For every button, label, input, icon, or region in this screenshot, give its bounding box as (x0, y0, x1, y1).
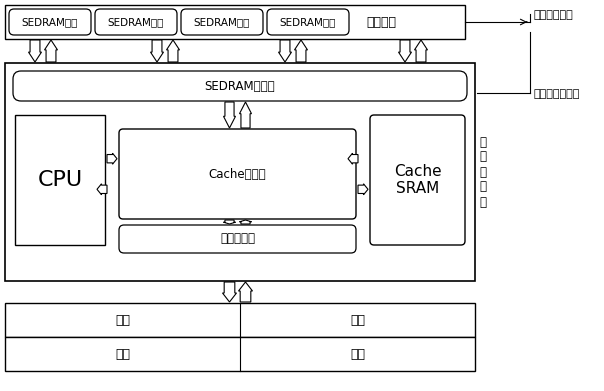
Text: 内存控制器: 内存控制器 (220, 233, 255, 246)
Text: 内存: 内存 (350, 314, 365, 326)
Text: 处理器晶圆结构: 处理器晶圆结构 (534, 89, 580, 99)
Polygon shape (358, 184, 368, 195)
FancyBboxPatch shape (9, 9, 91, 35)
Text: SEDRAM单元: SEDRAM单元 (22, 17, 78, 27)
Text: 内存: 内存 (350, 348, 365, 361)
Text: 存储晶圆: 存储晶圆 (366, 16, 396, 29)
Text: SEDRAM控制器: SEDRAM控制器 (205, 79, 275, 93)
Bar (5, 337, 475, 371)
FancyBboxPatch shape (13, 71, 467, 101)
Polygon shape (150, 40, 164, 62)
Text: SEDRAM单元: SEDRAM单元 (108, 17, 164, 27)
Polygon shape (222, 282, 237, 302)
Polygon shape (107, 153, 117, 164)
Text: 内存: 内存 (115, 314, 130, 326)
Polygon shape (223, 102, 236, 128)
Text: SEDRAM单元: SEDRAM单元 (194, 17, 250, 27)
Polygon shape (414, 40, 428, 62)
Polygon shape (167, 40, 179, 62)
Text: CPU: CPU (37, 170, 83, 190)
Bar (5, 303, 475, 337)
Polygon shape (348, 153, 358, 164)
Text: 处
理
器
晶
圆: 处 理 器 晶 圆 (480, 136, 486, 208)
Polygon shape (97, 184, 107, 195)
Text: Cache
SRAM: Cache SRAM (394, 164, 442, 196)
Bar (5, 63, 475, 281)
Polygon shape (223, 220, 236, 224)
Text: 存储晶圆结构: 存储晶圆结构 (534, 10, 574, 20)
Polygon shape (239, 282, 252, 302)
Polygon shape (45, 40, 57, 62)
FancyBboxPatch shape (95, 9, 177, 35)
Text: 内存: 内存 (115, 348, 130, 361)
FancyBboxPatch shape (119, 129, 356, 219)
Bar (15, 115, 105, 245)
Text: SEDRAM单元: SEDRAM单元 (280, 17, 336, 27)
Bar (5, 5, 465, 39)
Polygon shape (28, 40, 42, 62)
Polygon shape (278, 40, 292, 62)
FancyBboxPatch shape (370, 115, 465, 245)
FancyBboxPatch shape (267, 9, 349, 35)
Polygon shape (240, 102, 251, 128)
Polygon shape (399, 40, 411, 62)
Polygon shape (240, 220, 251, 224)
FancyBboxPatch shape (119, 225, 356, 253)
Text: Cache控制器: Cache控制器 (209, 167, 266, 181)
Polygon shape (295, 40, 307, 62)
FancyBboxPatch shape (181, 9, 263, 35)
